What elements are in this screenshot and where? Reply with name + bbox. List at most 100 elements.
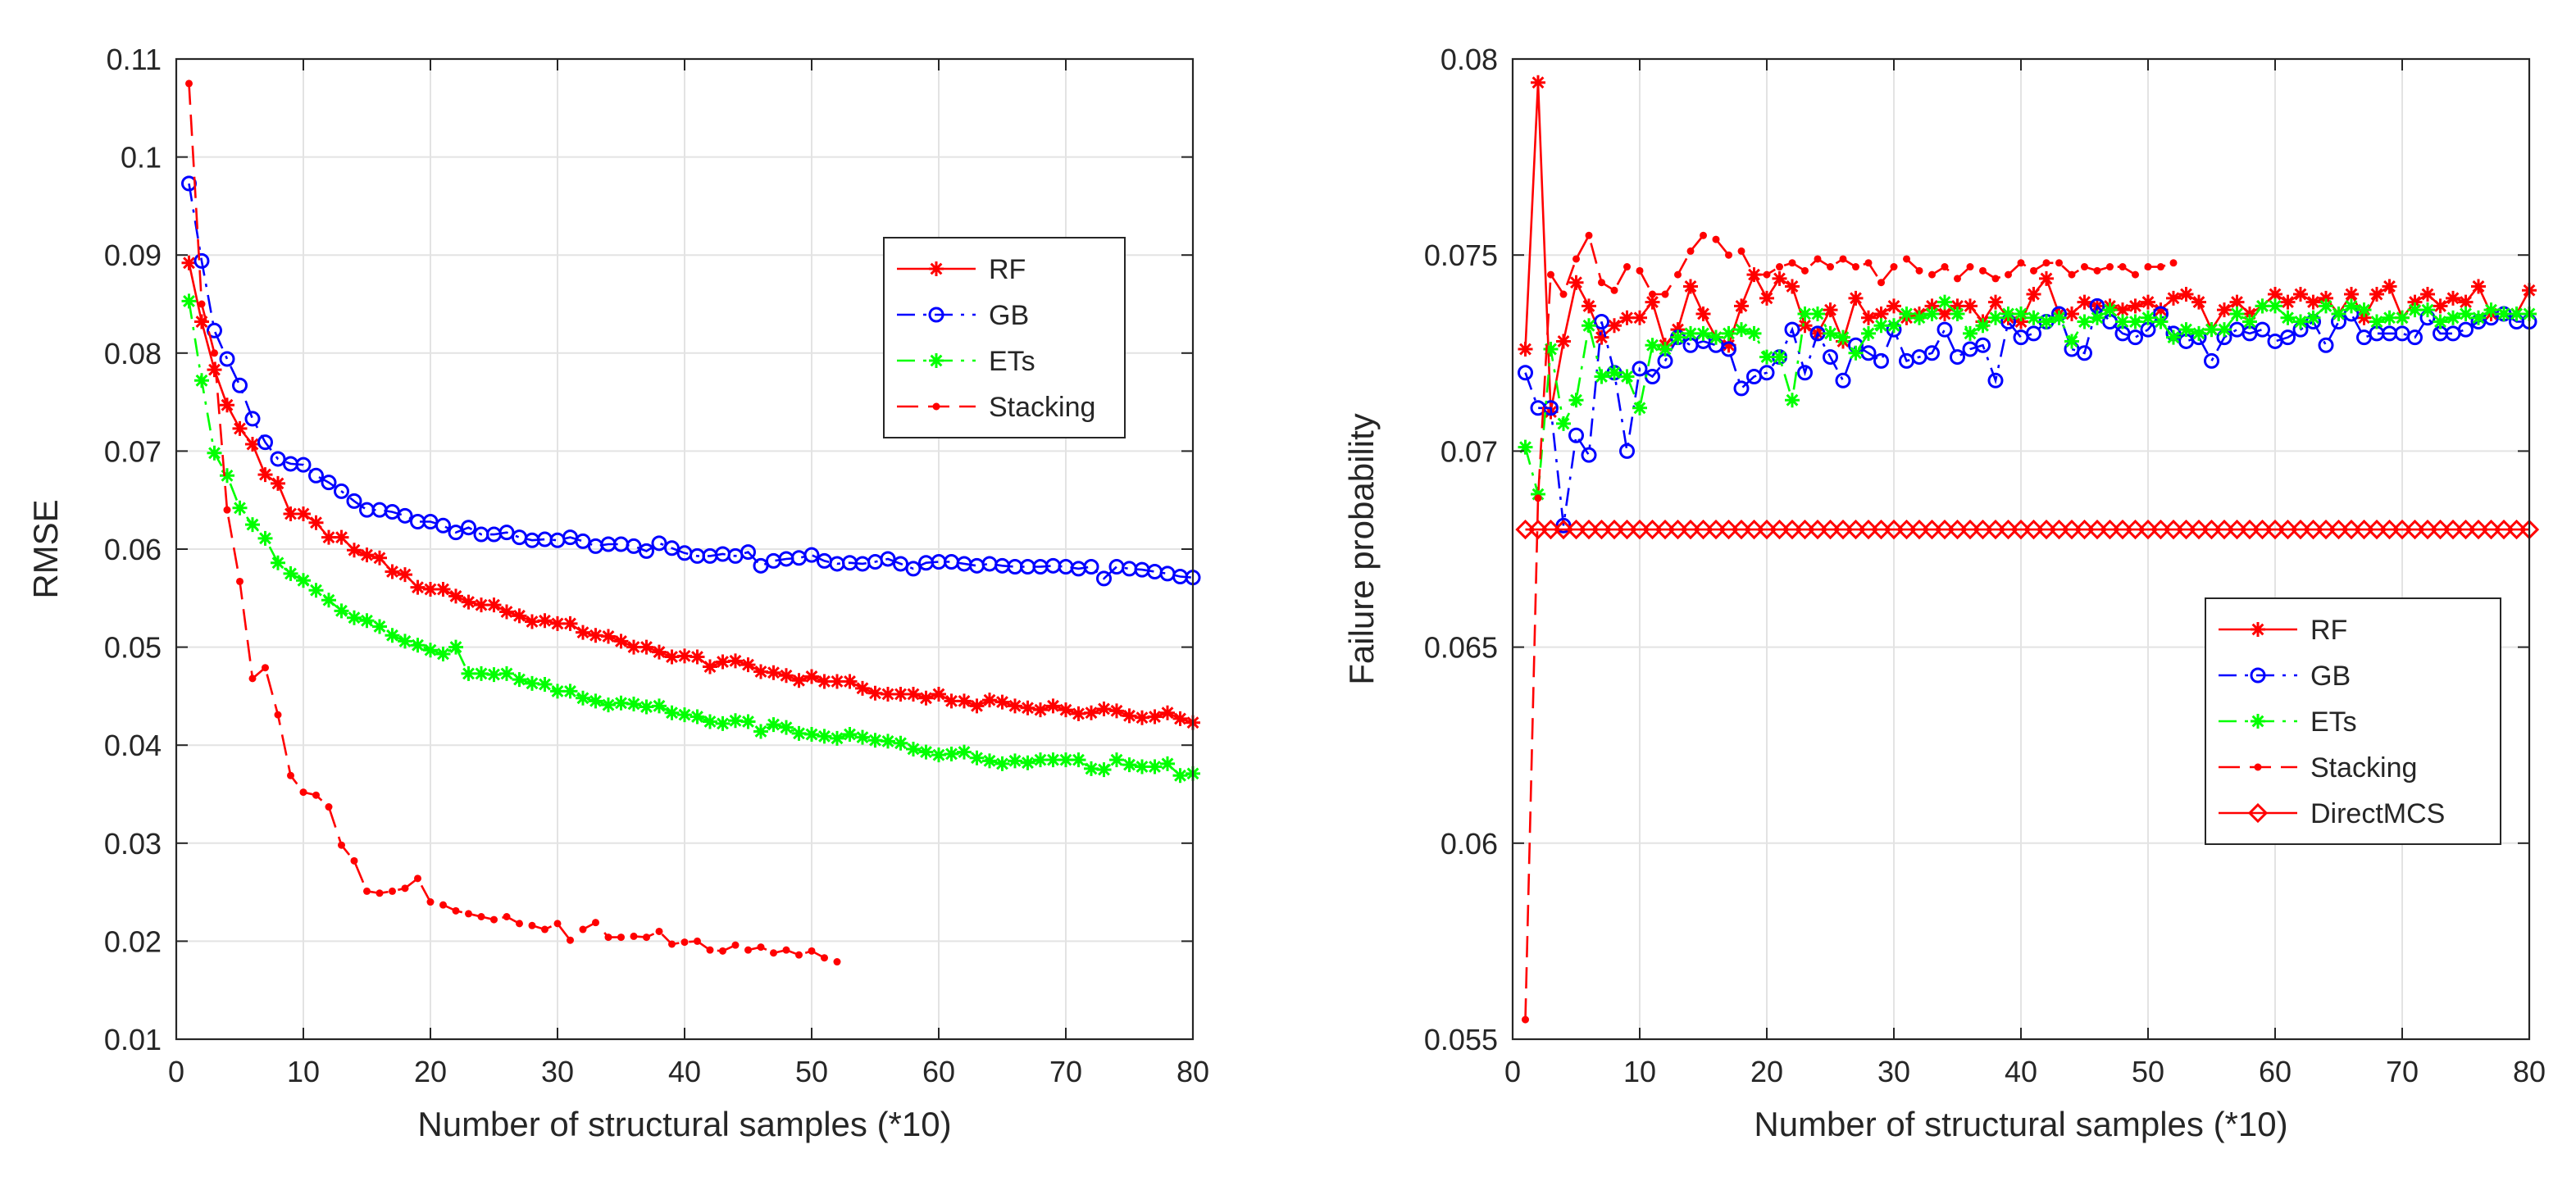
data-point — [2319, 298, 2333, 314]
data-point — [1877, 279, 1885, 287]
data-point — [486, 667, 502, 683]
data-point — [604, 933, 612, 942]
data-point — [1568, 275, 1584, 290]
data-point — [2280, 294, 2296, 310]
data-point — [1912, 310, 1927, 325]
data-point — [1534, 494, 1542, 502]
data-point — [757, 943, 765, 952]
data-point — [490, 915, 498, 924]
data-point — [2392, 519, 2413, 540]
data-point — [1988, 294, 2003, 310]
data-point — [2061, 519, 2082, 540]
y-tick-label: 0.055 — [1424, 1023, 1498, 1056]
data-point — [334, 483, 349, 499]
data-point — [1950, 349, 1965, 366]
y-tick-label: 0.065 — [1424, 631, 1498, 665]
data-point — [385, 564, 400, 579]
data-point — [562, 684, 578, 699]
data-point — [2319, 290, 2333, 306]
data-point — [486, 597, 502, 613]
data-point — [2356, 302, 2372, 318]
series-stacking — [1522, 231, 2178, 1024]
data-point — [1848, 345, 1864, 361]
data-point — [2407, 294, 2423, 310]
data-point — [731, 941, 740, 949]
data-point — [2166, 290, 2181, 306]
data-point — [477, 913, 485, 920]
data-point — [881, 734, 895, 749]
data-point — [1769, 519, 1790, 540]
data-point — [677, 707, 692, 723]
data-point — [1683, 325, 1698, 341]
data-point — [553, 920, 562, 928]
legend-marker — [929, 261, 944, 276]
data-point — [706, 946, 714, 954]
data-point — [2468, 519, 2489, 540]
data-point — [262, 664, 269, 672]
data-point — [842, 727, 858, 743]
data-point — [719, 947, 726, 955]
data-point — [1594, 314, 1609, 330]
data-point — [881, 687, 895, 702]
data-point — [651, 535, 667, 552]
data-point — [880, 551, 896, 567]
data-point — [2214, 519, 2235, 540]
data-point — [655, 927, 663, 935]
data-point — [1556, 416, 1571, 431]
data-point — [994, 694, 1010, 710]
data-point — [2010, 519, 2032, 540]
data-point — [905, 561, 922, 577]
data-point — [2255, 321, 2270, 338]
data-point — [969, 698, 985, 714]
data-point — [541, 925, 548, 933]
data-point — [245, 517, 260, 533]
data-point — [2344, 298, 2359, 314]
chart-failure-probability: 0 10 20 30 40 50 60 70 80 0.055 0.06 0.065 0.07 0.075… — [1342, 43, 2546, 1143]
data-point — [2157, 263, 2164, 271]
data-point — [2278, 519, 2298, 540]
data-point — [274, 711, 282, 719]
data-point — [1734, 322, 1749, 338]
data-point — [1515, 519, 1536, 540]
data-point — [2379, 519, 2400, 540]
data-point — [1033, 752, 1048, 768]
data-point — [1883, 519, 1905, 540]
data-point — [1619, 443, 1635, 459]
data-point — [283, 506, 298, 521]
data-point — [664, 540, 680, 556]
data-point — [1607, 365, 1622, 380]
data-point — [1772, 349, 1787, 365]
data-point — [753, 724, 768, 739]
data-point — [770, 949, 777, 957]
data-point — [1680, 519, 1701, 540]
data-point — [2144, 263, 2152, 271]
data-point — [1759, 290, 1774, 306]
data-point — [918, 690, 934, 706]
data-point — [576, 690, 590, 706]
data-point — [2137, 519, 2159, 540]
data-point — [944, 746, 959, 761]
data-point — [2204, 352, 2219, 369]
data-point — [1928, 270, 1936, 279]
data-point — [1795, 519, 1815, 540]
data-point — [803, 547, 820, 563]
data-point — [271, 475, 285, 491]
data-point — [2331, 306, 2346, 321]
y-tick-label: 0.01 — [104, 1023, 162, 1056]
x-tick-label: 20 — [1750, 1055, 1783, 1088]
y-tick-label: 0.06 — [1440, 827, 1498, 861]
data-point — [1756, 519, 1777, 540]
legend-label: DirectMCS — [2310, 798, 2445, 829]
data-point — [690, 649, 705, 665]
data-point — [2055, 259, 2063, 267]
data-point — [2093, 266, 2101, 275]
data-point — [1531, 487, 1545, 502]
data-point — [1746, 325, 1762, 341]
data-point — [1852, 263, 1859, 271]
data-point — [867, 685, 883, 701]
data-point — [1899, 306, 1914, 321]
data-point — [2217, 302, 2232, 318]
data-point — [1135, 710, 1149, 725]
data-point — [1705, 519, 1727, 540]
series-directmcs — [1515, 519, 2540, 540]
